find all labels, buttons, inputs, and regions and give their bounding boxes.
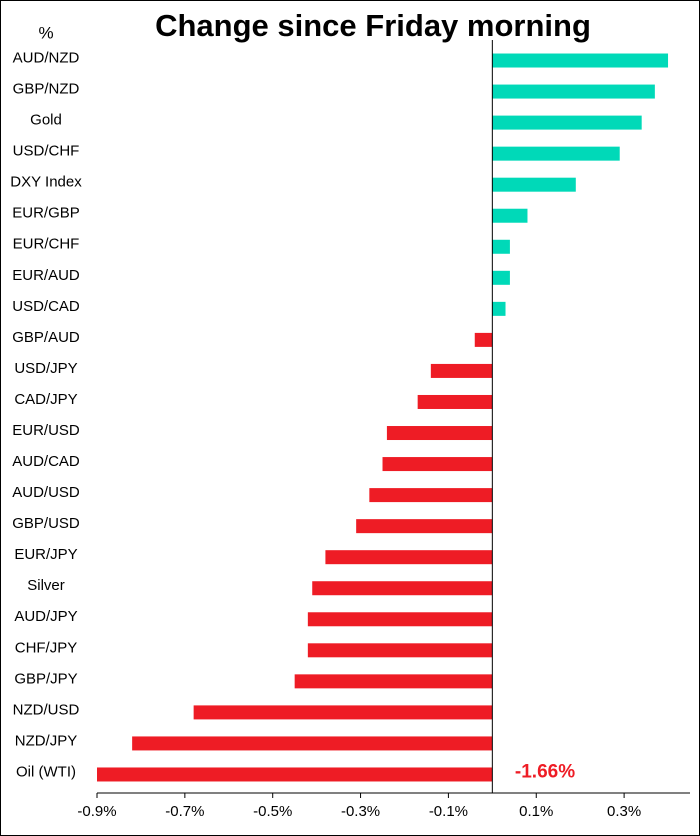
y-tick-label: AUD/JPY [14, 608, 77, 625]
y-tick-label: GBP/NZD [13, 81, 80, 98]
bar [307, 643, 493, 658]
chart-title: Change since Friday morning [155, 8, 591, 43]
y-tick-label: GBP/AUD [12, 329, 80, 346]
bar [492, 301, 506, 316]
y-tick-label: NZD/JPY [15, 732, 78, 749]
y-axis-label: % [38, 23, 53, 42]
bar [382, 457, 493, 472]
y-tick-label: CHF/JPY [15, 639, 78, 656]
bar [492, 270, 510, 285]
bar [97, 767, 493, 782]
x-tick-label: -0.9% [77, 803, 116, 820]
y-tick-label: AUD/CAD [12, 453, 80, 470]
bar [307, 612, 493, 627]
x-tick-label: -0.1% [429, 803, 468, 820]
x-tick-label: -0.7% [165, 803, 204, 820]
bar [492, 84, 655, 99]
bar [492, 146, 620, 161]
bar [492, 53, 669, 68]
x-tick-label: -0.3% [341, 803, 380, 820]
bar [474, 332, 493, 347]
bar [356, 519, 493, 534]
y-tick-label: Silver [27, 577, 65, 594]
bar [492, 208, 528, 223]
y-tick-label: USD/CAD [12, 298, 80, 315]
bar [386, 426, 493, 441]
bar [492, 177, 576, 192]
y-tick-label: EUR/CHF [13, 236, 80, 253]
bar [132, 736, 493, 751]
y-tick-label: DXY Index [10, 174, 82, 191]
y-tick-label: Oil (WTI) [16, 763, 76, 780]
bar [417, 394, 493, 409]
x-tick-label: 0.1% [519, 803, 553, 820]
y-tick-label: EUR/USD [12, 422, 80, 439]
y-tick-label: AUD/USD [12, 484, 80, 501]
x-tick-label: 0.3% [607, 803, 641, 820]
y-tick-label: Gold [30, 112, 62, 129]
y-tick-label: CAD/JPY [14, 391, 77, 408]
bar [312, 581, 493, 596]
bar [193, 705, 493, 720]
bar [294, 674, 493, 689]
y-tick-label: NZD/USD [13, 701, 80, 718]
x-tick-label: -0.5% [253, 803, 292, 820]
bar [492, 115, 642, 130]
y-tick-label: EUR/JPY [14, 546, 77, 563]
y-tick-label: USD/CHF [13, 143, 80, 160]
bar [369, 488, 493, 503]
value-label: -1.66% [515, 761, 575, 782]
y-tick-label: EUR/AUD [12, 267, 80, 284]
y-tick-label: EUR/GBP [12, 205, 80, 222]
y-tick-label: GBP/USD [12, 515, 80, 532]
y-tick-label: AUD/NZD [13, 49, 80, 66]
bar [325, 550, 493, 565]
bar [430, 363, 493, 378]
bars [97, 53, 669, 782]
y-tick-label: USD/JPY [14, 360, 77, 377]
y-tick-label: GBP/JPY [14, 670, 77, 687]
bar [492, 239, 510, 254]
